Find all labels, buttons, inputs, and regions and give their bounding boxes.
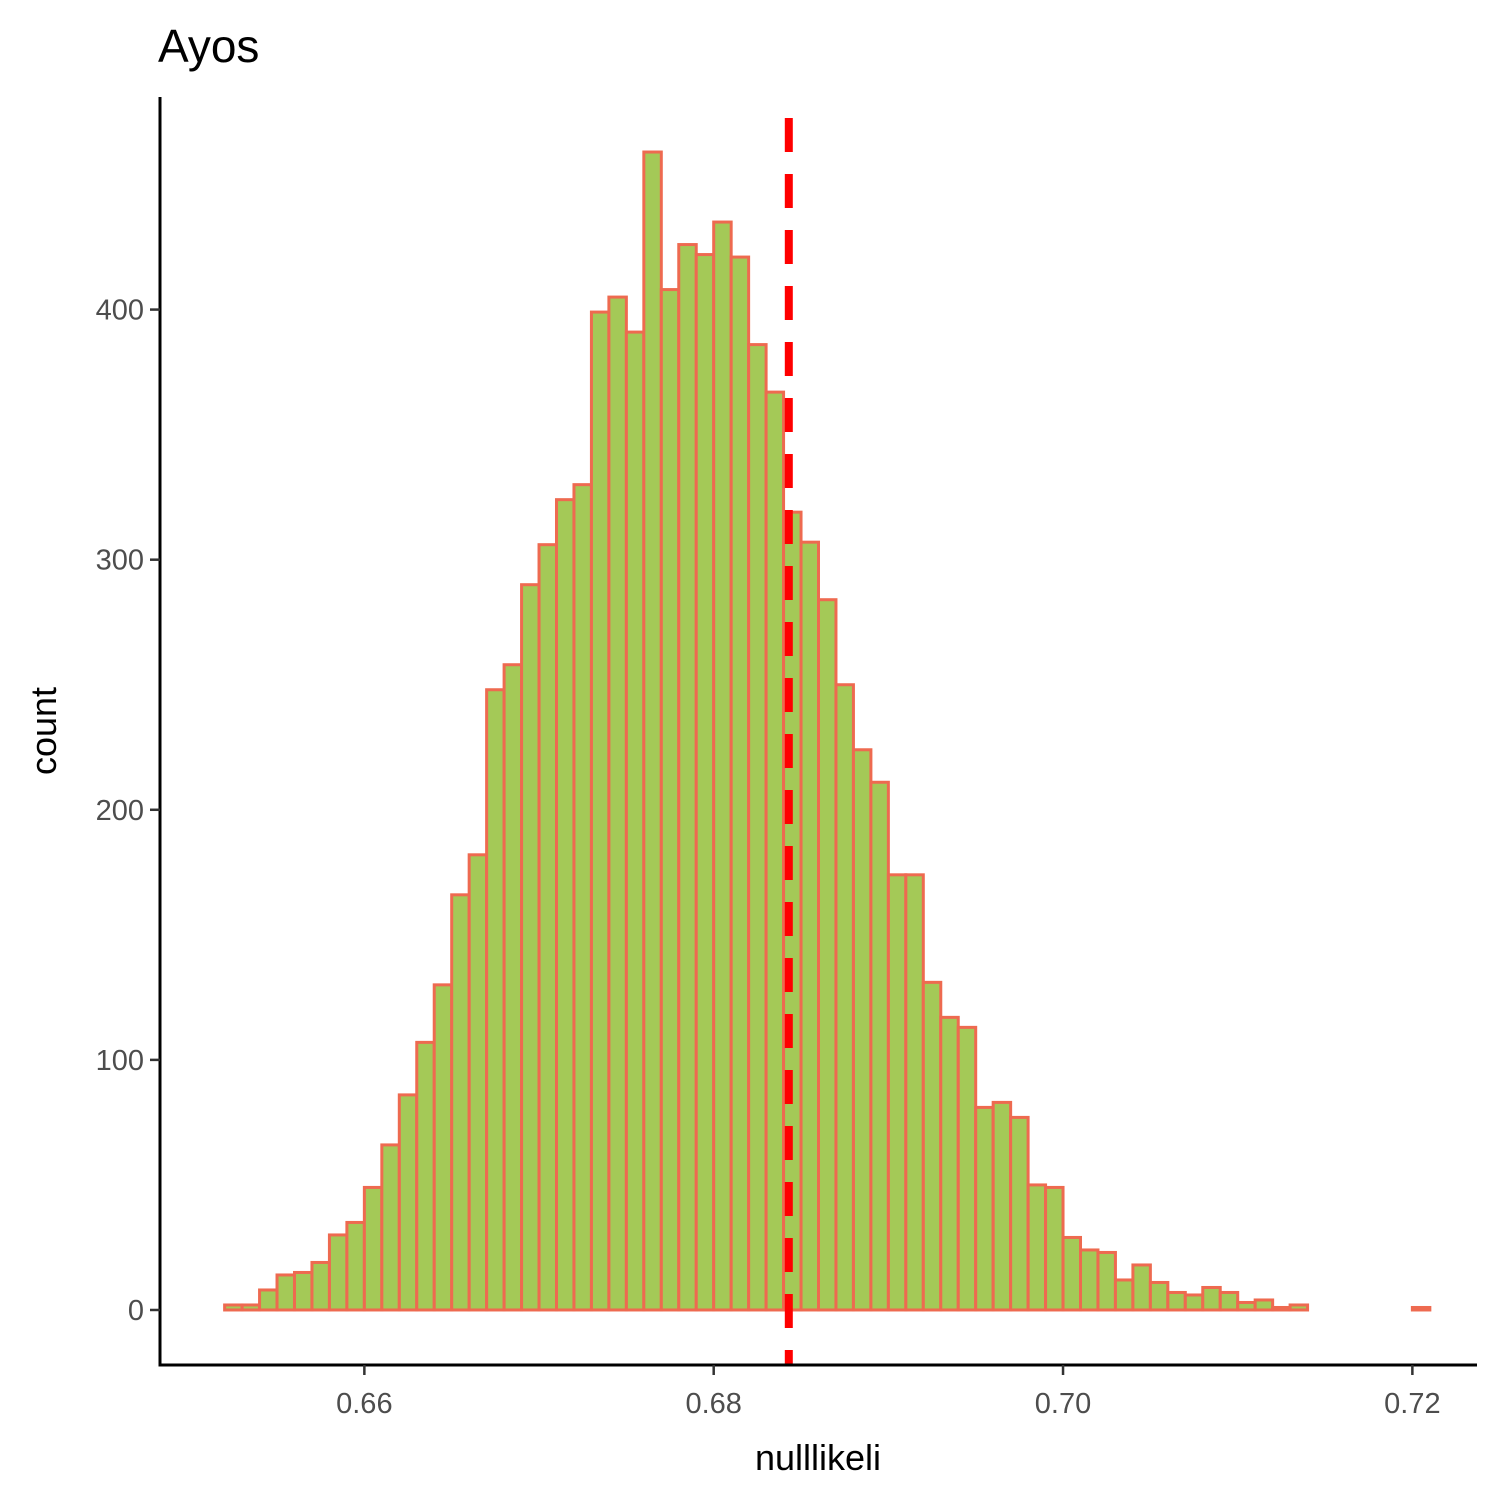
x-tick-label: 0.70	[1035, 1388, 1091, 1420]
histogram-bar	[624, 330, 646, 1312]
histogram-bar	[694, 253, 716, 1312]
histogram-bar	[1271, 1305, 1292, 1312]
histogram-bar	[817, 598, 838, 1312]
histogram-bar	[240, 1303, 262, 1312]
histogram-bar	[327, 1233, 349, 1312]
histogram-bar	[292, 1270, 314, 1312]
x-axis-label: nulllikeli	[755, 1437, 881, 1478]
histogram-bar	[939, 1015, 960, 1312]
histogram-bar	[537, 543, 558, 1312]
histogram-bar	[851, 748, 873, 1312]
histogram-bar	[1079, 1248, 1100, 1312]
histogram-bar	[1026, 1183, 1048, 1312]
histogram-bar	[677, 243, 698, 1312]
histogram-bar	[834, 683, 855, 1312]
x-axis-ticks: 0.66 0.68 0.70 0.72	[336, 1365, 1441, 1420]
histogram-bar	[310, 1260, 331, 1312]
histogram-bar	[415, 1040, 436, 1312]
x-tick-label: 0.72	[1384, 1388, 1440, 1420]
histogram-bar	[432, 983, 454, 1312]
histogram-bar	[747, 343, 768, 1312]
y-axis-ticks: 0 100 200 300 400	[96, 295, 160, 1327]
histogram-bar	[1096, 1250, 1117, 1312]
histogram-bar	[1410, 1305, 1432, 1312]
histogram-bar	[485, 688, 506, 1312]
histogram-bar	[258, 1288, 279, 1312]
x-tick-label: 0.66	[336, 1388, 392, 1420]
histogram-bar	[974, 1105, 995, 1312]
histogram-bar	[467, 853, 489, 1312]
histogram-bar	[904, 873, 925, 1312]
bars-layer	[223, 150, 1432, 1312]
histogram-bar	[869, 780, 890, 1312]
histogram-bar	[886, 873, 908, 1312]
y-tick-label: 100	[96, 1045, 144, 1077]
y-tick-label: 0	[128, 1295, 144, 1327]
histogram-bar	[607, 295, 628, 1312]
histogram-bar	[502, 663, 524, 1312]
histogram-bar	[589, 310, 611, 1312]
histogram-bar	[1148, 1280, 1170, 1312]
histogram-bar	[729, 255, 751, 1312]
histogram-bar	[764, 390, 786, 1312]
histogram-bar	[397, 1093, 419, 1312]
histogram-bar	[362, 1185, 384, 1312]
histogram-bar	[1131, 1263, 1152, 1312]
histogram-bar	[712, 220, 733, 1312]
histogram-bar	[345, 1220, 366, 1312]
histogram-bar	[956, 1025, 978, 1312]
histogram-bar	[921, 980, 943, 1312]
histogram-bar	[991, 1100, 1013, 1312]
histogram-bar	[1183, 1293, 1205, 1312]
histogram-bar	[1288, 1303, 1310, 1312]
histogram-bar	[1253, 1298, 1275, 1312]
histogram-bar	[1236, 1300, 1257, 1312]
y-tick-label: 300	[96, 545, 144, 577]
histogram-bar	[642, 150, 663, 1312]
histogram-bar	[572, 483, 593, 1312]
histogram-bar	[1218, 1290, 1240, 1312]
histogram-bar	[1166, 1290, 1187, 1312]
histogram-bar	[554, 498, 576, 1312]
histogram-bar	[223, 1303, 244, 1312]
y-axis-label: count	[23, 687, 64, 775]
histogram-bar	[520, 583, 541, 1312]
histogram-bar	[380, 1143, 401, 1312]
histogram-bar	[1044, 1185, 1065, 1312]
y-tick-label: 400	[96, 295, 144, 327]
histogram-bar	[1061, 1235, 1083, 1312]
x-tick-label: 0.68	[685, 1388, 741, 1420]
histogram-bar	[275, 1273, 296, 1312]
y-tick-label: 200	[96, 795, 144, 827]
histogram-bar	[659, 288, 681, 1312]
histogram-bar	[1201, 1285, 1222, 1312]
histogram-bar	[450, 893, 471, 1312]
histogram-bar	[799, 540, 820, 1312]
histogram-bar	[1113, 1278, 1135, 1312]
chart-title: Ayos	[158, 20, 259, 72]
histogram-bar	[1009, 1115, 1030, 1312]
